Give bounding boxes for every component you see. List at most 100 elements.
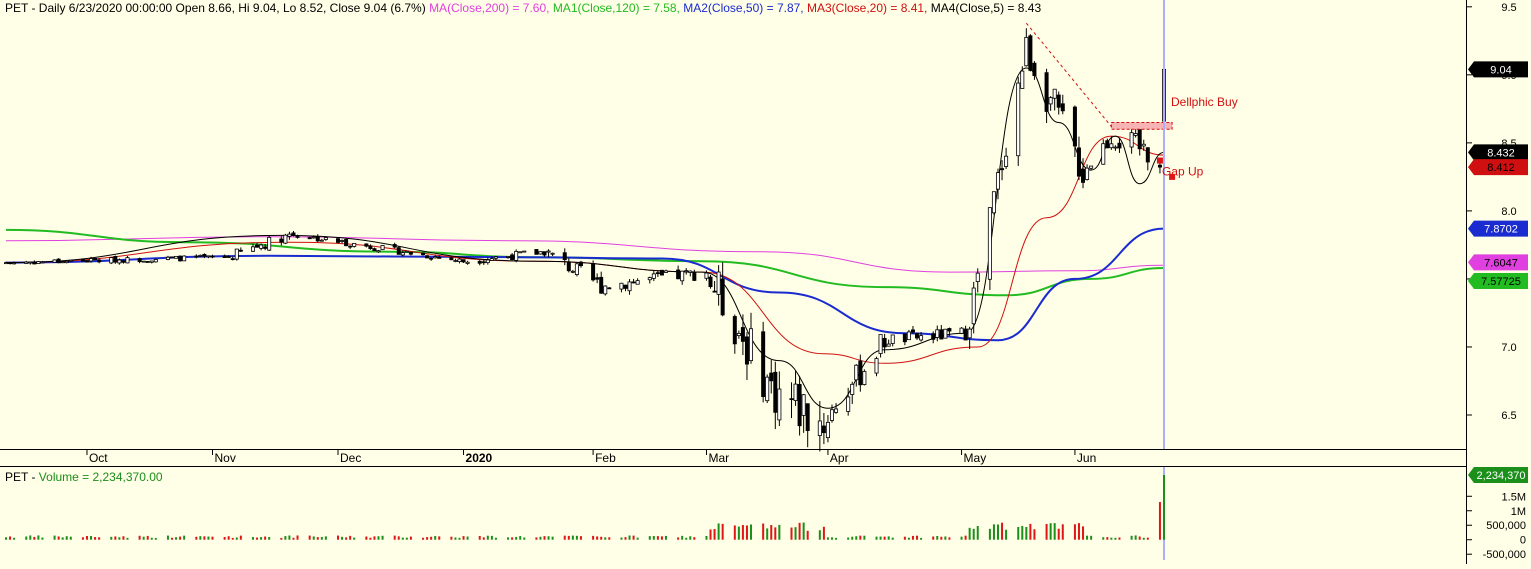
price-tick-label: 7.0 bbox=[1501, 342, 1516, 354]
candle-body bbox=[315, 236, 320, 242]
volume-bar bbox=[478, 535, 481, 540]
volume-bar bbox=[932, 536, 935, 540]
candle-body bbox=[250, 246, 255, 252]
candle-body bbox=[574, 263, 579, 275]
volume-bar bbox=[65, 536, 68, 540]
candle-body bbox=[522, 250, 527, 253]
volume-bars bbox=[5, 475, 1165, 540]
volume-bar bbox=[579, 536, 582, 540]
gap-up-label: Gap Up bbox=[1162, 164, 1204, 178]
candle-body bbox=[765, 376, 770, 402]
volume-bar bbox=[713, 529, 716, 540]
moving-averages bbox=[5, 67, 1165, 409]
volume-bar bbox=[818, 530, 821, 540]
candle-body bbox=[352, 242, 357, 247]
volume-bar bbox=[750, 524, 753, 540]
candle-body bbox=[736, 333, 741, 337]
candle-body bbox=[372, 248, 377, 252]
volume-bar bbox=[154, 537, 157, 540]
candle-body bbox=[1016, 82, 1021, 157]
candle-body bbox=[1157, 164, 1162, 168]
volume-axis-ticks: -500,000 0 500,000 1M 1.5M bbox=[1466, 491, 1526, 561]
candle-body bbox=[1028, 35, 1033, 71]
candle-body bbox=[457, 258, 462, 262]
volume-bar bbox=[685, 537, 688, 540]
volume-bar bbox=[288, 535, 291, 540]
volume-bar bbox=[830, 537, 833, 540]
volume-bar bbox=[377, 536, 380, 540]
volume-bar bbox=[717, 523, 720, 540]
candle-body bbox=[692, 272, 697, 281]
volume-bar bbox=[422, 537, 425, 540]
candle-body bbox=[947, 328, 952, 332]
header-ma-200: MA(Close,200) = 7.60, bbox=[429, 1, 549, 15]
candle-body bbox=[109, 257, 114, 264]
close-badge: 9.04 bbox=[1468, 61, 1528, 78]
volume-bar bbox=[523, 537, 526, 540]
candle-body bbox=[259, 244, 264, 249]
candle-body bbox=[1032, 62, 1037, 76]
candle-body bbox=[967, 328, 972, 339]
volume-bar bbox=[1033, 529, 1036, 540]
candle-body bbox=[995, 172, 1000, 190]
candle-body bbox=[915, 333, 920, 339]
volume-bar bbox=[835, 537, 838, 540]
volume-bar bbox=[296, 535, 299, 540]
volume-bar bbox=[183, 535, 186, 540]
candle-body bbox=[655, 272, 660, 275]
candle-body bbox=[631, 281, 636, 284]
candle-body bbox=[712, 290, 717, 293]
candle-body bbox=[1072, 106, 1077, 147]
volume-bar bbox=[1114, 537, 1117, 540]
ma1-badge-shape bbox=[1468, 273, 1528, 290]
candle-body bbox=[392, 244, 397, 248]
volume-bar bbox=[1005, 529, 1008, 540]
dellphic-buy-zone bbox=[1110, 121, 1173, 130]
volume-bar bbox=[624, 537, 627, 540]
candle-body bbox=[607, 287, 612, 290]
candle-body bbox=[595, 277, 600, 280]
volume-bar bbox=[166, 535, 169, 540]
volume-bar bbox=[1025, 526, 1028, 540]
volume-bar bbox=[571, 535, 574, 540]
volume-bar bbox=[25, 536, 28, 540]
candle-body bbox=[8, 262, 13, 265]
candle-body bbox=[84, 260, 89, 263]
candle-body bbox=[437, 256, 442, 259]
price-tick-label: 8.0 bbox=[1501, 206, 1516, 218]
volume-bar bbox=[681, 535, 684, 540]
volume-header: PET - Volume = 2,234,370.00 bbox=[5, 470, 163, 484]
candle-body bbox=[64, 260, 69, 264]
volume-bar bbox=[211, 536, 214, 540]
volume-bar bbox=[563, 535, 566, 540]
volume-bar bbox=[648, 536, 651, 540]
candle-body bbox=[566, 261, 571, 272]
volume-bar bbox=[567, 535, 570, 540]
candle-body bbox=[943, 328, 948, 339]
x-tick-label: Feb bbox=[595, 451, 616, 465]
candle-body bbox=[777, 388, 782, 421]
volume-bar bbox=[280, 537, 283, 540]
close-badge-label: 9.04 bbox=[1490, 64, 1511, 76]
candle-body bbox=[1101, 143, 1106, 165]
candle-body bbox=[429, 257, 434, 260]
volume-bar bbox=[543, 536, 546, 540]
volume-bar bbox=[1049, 523, 1052, 540]
candle-body bbox=[222, 255, 227, 258]
candle-body bbox=[1060, 103, 1065, 112]
candle-body bbox=[319, 239, 324, 242]
volume-bar bbox=[227, 536, 230, 540]
candle-body bbox=[1141, 143, 1146, 147]
candle-body bbox=[182, 255, 187, 262]
volume-bar bbox=[664, 535, 667, 540]
candle-body bbox=[919, 335, 924, 341]
volume-bar bbox=[454, 537, 457, 540]
candle-body bbox=[647, 277, 652, 281]
volume-bar bbox=[434, 536, 437, 540]
volume-bar bbox=[94, 537, 97, 540]
volume-bar bbox=[349, 535, 352, 540]
candle-body bbox=[117, 259, 122, 264]
candle-body bbox=[518, 251, 523, 254]
x-axis-labels: Oct Nov Dec 2020 Feb Mar Apr May Jun bbox=[86, 449, 1096, 465]
volume-bar bbox=[1163, 475, 1165, 540]
